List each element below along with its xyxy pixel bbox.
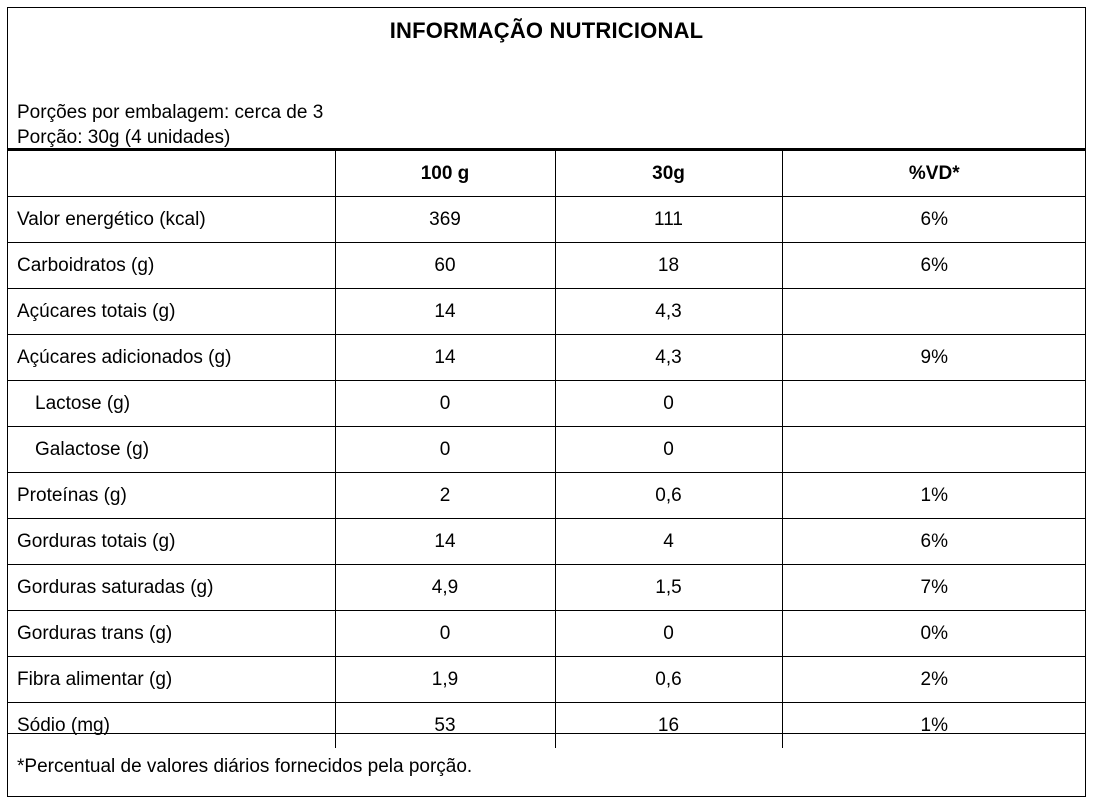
- table-row: Açúcares totais (g) 14 4,3: [8, 288, 1086, 335]
- table-row: Sódio (mg) 53 16 1%: [8, 702, 1086, 748]
- nutrition-table-body: 100 g 30g %VD* Valor energético (kcal) 36…: [8, 151, 1086, 748]
- table-row: Açúcares adicionados (g) 14 4,3 9%: [8, 334, 1086, 381]
- value-portion-cell: 4,3: [554, 288, 782, 335]
- servings-per-package: Porções por embalagem: cerca de 3: [17, 102, 324, 123]
- value-100g-cell: 4,9: [334, 564, 555, 611]
- nutrient-name-cell: Lactose (g): [8, 380, 335, 427]
- table-row: Lactose (g) 0 0: [8, 380, 1086, 427]
- nutrient-name-cell: Açúcares adicionados (g): [8, 334, 335, 381]
- value-portion-cell: 0: [554, 380, 782, 427]
- nutrient-name-cell: Sódio (mg): [8, 702, 335, 748]
- table-row: Gorduras trans (g) 0 0 0%: [8, 610, 1086, 657]
- value-100g-cell: 0: [334, 380, 555, 427]
- footer-rule: [8, 733, 1085, 734]
- column-header-daily-value: %VD*: [781, 151, 1086, 197]
- nutrient-name-cell: Gorduras trans (g): [8, 610, 335, 657]
- value-portion-cell: 1,5: [554, 564, 782, 611]
- nutrient-name-cell: Fibra alimentar (g): [8, 656, 335, 703]
- table-row: Gorduras saturadas (g) 4,9 1,5 7%: [8, 564, 1086, 611]
- daily-value-cell: 6%: [781, 242, 1086, 289]
- daily-value-cell: 2%: [781, 656, 1086, 703]
- value-portion-cell: 0,6: [554, 472, 782, 519]
- serving-info: Porções por embalagem: cerca de 3 Porção…: [17, 100, 323, 150]
- daily-value-cell: 6%: [781, 518, 1086, 565]
- nutrient-name-cell: Gorduras totais (g): [8, 518, 335, 565]
- table-row: Fibra alimentar (g) 1,9 0,6 2%: [8, 656, 1086, 703]
- nutrition-title: INFORMAÇÃO NUTRICIONAL: [389, 18, 704, 43]
- value-portion-cell: 111: [554, 196, 782, 243]
- nutrient-name-cell: Açúcares totais (g): [8, 288, 335, 335]
- daily-value-cell: 9%: [781, 334, 1086, 381]
- header-rule: [8, 148, 1085, 151]
- daily-value-cell: [781, 380, 1086, 427]
- value-portion-cell: 16: [554, 702, 782, 748]
- value-portion-cell: 0: [554, 426, 782, 473]
- value-portion-cell: 18: [554, 242, 782, 289]
- value-100g-cell: 2: [334, 472, 555, 519]
- daily-value-cell: [781, 426, 1086, 473]
- table-row: Gorduras totais (g) 14 4 6%: [8, 518, 1086, 565]
- nutrient-name-cell: Gorduras saturadas (g): [8, 564, 335, 611]
- nutrient-name-cell: Carboidratos (g): [8, 242, 335, 289]
- nutrient-name-cell: Proteínas (g): [8, 472, 335, 519]
- daily-value-cell: 1%: [781, 472, 1086, 519]
- daily-value-cell: 1%: [781, 702, 1086, 748]
- footnote: *Percentual de valores diários fornecido…: [17, 756, 473, 777]
- daily-value-cell: [781, 288, 1086, 335]
- value-100g-cell: 14: [334, 518, 555, 565]
- value-100g-cell: 14: [334, 288, 555, 335]
- table-row: Proteínas (g) 2 0,6 1%: [8, 472, 1086, 519]
- column-header-100g: 100 g: [334, 151, 555, 197]
- daily-value-cell: 0%: [781, 610, 1086, 657]
- value-100g-cell: 14: [334, 334, 555, 381]
- value-100g-cell: 0: [334, 426, 555, 473]
- value-portion-cell: 4: [554, 518, 782, 565]
- table-row: Carboidratos (g) 60 18 6%: [8, 242, 1086, 289]
- value-100g-cell: 0: [334, 610, 555, 657]
- value-100g-cell: 1,9: [334, 656, 555, 703]
- value-portion-cell: 0,6: [554, 656, 782, 703]
- table-header-row: 100 g 30g %VD*: [8, 151, 1086, 197]
- nutrient-name-cell: Galactose (g): [8, 426, 335, 473]
- nutrient-name-cell: Valor energético (kcal): [8, 196, 335, 243]
- daily-value-cell: 7%: [781, 564, 1086, 611]
- value-100g-cell: 60: [334, 242, 555, 289]
- nutrition-facts-panel: INFORMAÇÃO NUTRICIONAL Porções por embal…: [7, 7, 1086, 797]
- column-header-nutrient: [8, 151, 335, 197]
- table-row: Galactose (g) 0 0: [8, 426, 1086, 473]
- daily-value-cell: 6%: [781, 196, 1086, 243]
- table-row: Valor energético (kcal) 369 111 6%: [8, 196, 1086, 243]
- nutrition-table: 100 g 30g %VD* Valor energético (kcal) 36…: [8, 151, 1086, 748]
- value-100g-cell: 369: [334, 196, 555, 243]
- value-100g-cell: 53: [334, 702, 555, 748]
- serving-size: Porção: 30g (4 unidades): [17, 127, 231, 148]
- value-portion-cell: 0: [554, 610, 782, 657]
- value-portion-cell: 4,3: [554, 334, 782, 381]
- column-header-portion: 30g: [554, 151, 782, 197]
